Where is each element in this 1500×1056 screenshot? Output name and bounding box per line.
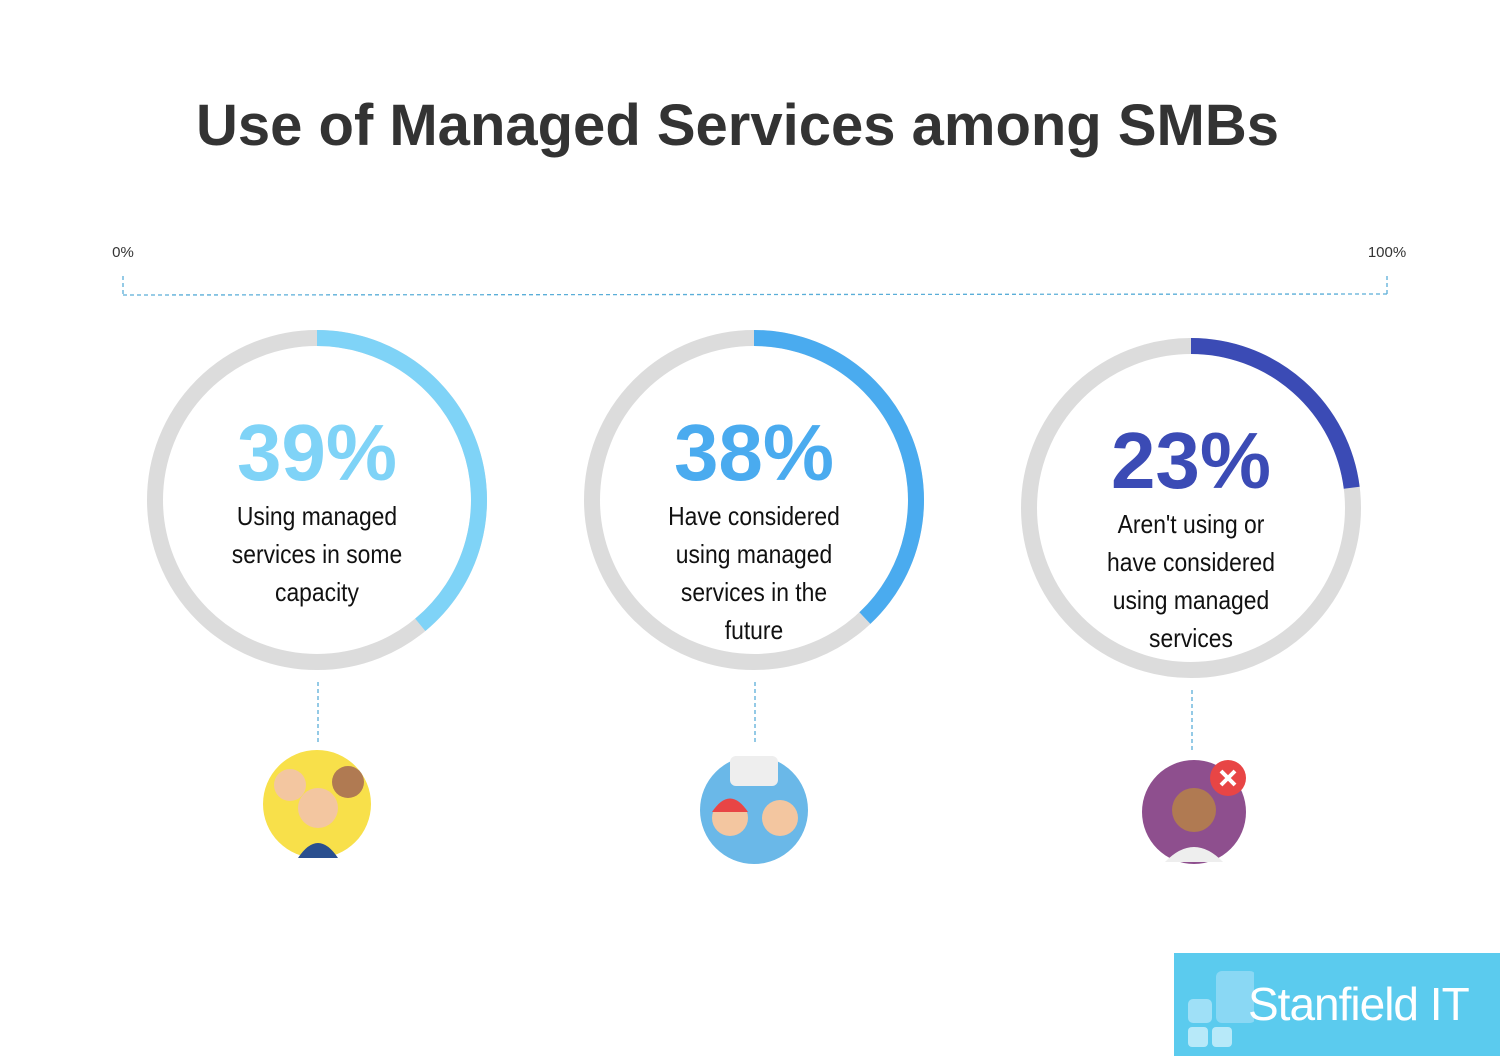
chart-title: Use of Managed Services among SMBs [196, 93, 1279, 158]
icon [1142, 760, 1246, 864]
description: Aren't using or have considered using ma… [1107, 509, 1275, 653]
tick-label: 100% [1368, 244, 1406, 261]
icon [700, 756, 808, 864]
logo: Stanfield IT [1174, 953, 1500, 1056]
logo-text: Stanfield IT [1248, 978, 1470, 1030]
icon [263, 750, 371, 858]
value-label: 38% [674, 408, 834, 497]
ring-arc [316, 330, 487, 631]
value-label: 23% [1111, 416, 1271, 505]
ring-arc [1190, 338, 1360, 489]
tick-label: 0% [112, 244, 134, 261]
ring-arc [753, 330, 924, 624]
logo-mark [1188, 971, 1254, 1047]
scale-line [122, 293, 1388, 296]
value-label: 39% [237, 408, 397, 497]
description: Using managed services in some capacity [231, 501, 403, 607]
description: Have considered using managed services i… [668, 501, 840, 645]
